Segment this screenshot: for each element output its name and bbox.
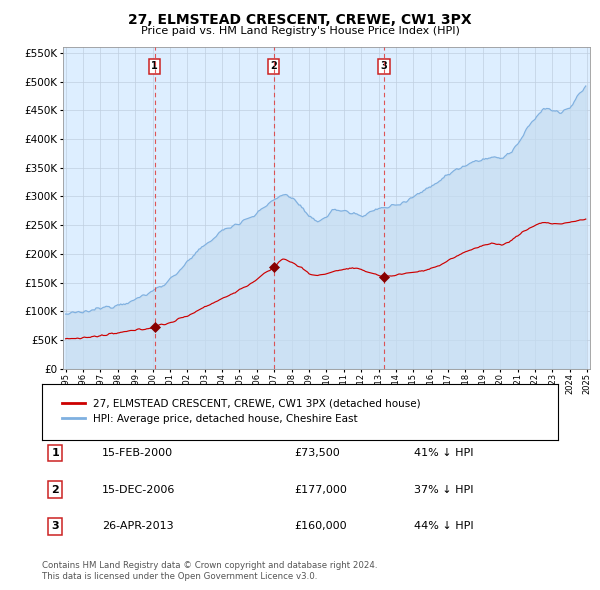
Text: £73,500: £73,500 [294,448,340,458]
Text: 2: 2 [270,61,277,71]
Text: 1: 1 [151,61,158,71]
Text: 1: 1 [52,448,59,458]
Text: 2: 2 [52,485,59,494]
Text: 3: 3 [380,61,388,71]
Text: 3: 3 [52,522,59,531]
Text: 15-FEB-2000: 15-FEB-2000 [102,448,173,458]
Text: Price paid vs. HM Land Registry's House Price Index (HPI): Price paid vs. HM Land Registry's House … [140,26,460,36]
Text: £160,000: £160,000 [294,522,347,531]
Legend: 27, ELMSTEAD CRESCENT, CREWE, CW1 3PX (detached house), HPI: Average price, deta: 27, ELMSTEAD CRESCENT, CREWE, CW1 3PX (d… [58,395,425,428]
Text: Contains HM Land Registry data © Crown copyright and database right 2024.: Contains HM Land Registry data © Crown c… [42,560,377,569]
Text: 44% ↓ HPI: 44% ↓ HPI [414,522,473,531]
Text: 15-DEC-2006: 15-DEC-2006 [102,485,175,494]
Text: 27, ELMSTEAD CRESCENT, CREWE, CW1 3PX: 27, ELMSTEAD CRESCENT, CREWE, CW1 3PX [128,13,472,27]
Text: £177,000: £177,000 [294,485,347,494]
Text: 26-APR-2013: 26-APR-2013 [102,522,173,531]
Text: 41% ↓ HPI: 41% ↓ HPI [414,448,473,458]
Text: 37% ↓ HPI: 37% ↓ HPI [414,485,473,494]
Text: This data is licensed under the Open Government Licence v3.0.: This data is licensed under the Open Gov… [42,572,317,581]
